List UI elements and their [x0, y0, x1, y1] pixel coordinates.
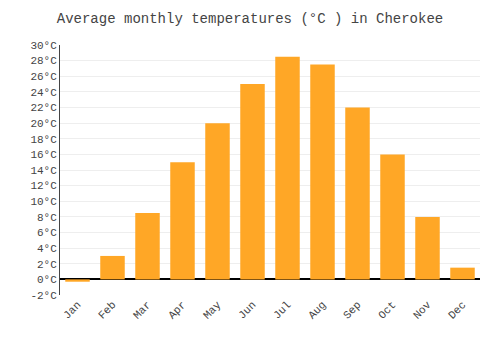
svg-text:22°C: 22°C	[30, 102, 57, 114]
svg-text:0°C: 0°C	[37, 274, 57, 286]
svg-text:Apr: Apr	[166, 299, 188, 321]
svg-text:28°C: 28°C	[30, 55, 57, 67]
svg-text:Oct: Oct	[376, 299, 398, 321]
svg-text:12°C: 12°C	[30, 180, 57, 192]
svg-text:16°C: 16°C	[30, 149, 57, 161]
svg-text:Sep: Sep	[341, 299, 363, 321]
svg-text:Jan: Jan	[61, 299, 83, 321]
svg-text:30°C: 30°C	[30, 40, 57, 52]
svg-text:18°C: 18°C	[30, 134, 57, 146]
svg-text:26°C: 26°C	[30, 71, 57, 83]
svg-text:May: May	[201, 299, 224, 322]
svg-text:10°C: 10°C	[30, 196, 57, 208]
svg-text:Average monthly temperatures (: Average monthly temperatures (°C ) in Ch…	[57, 11, 443, 27]
svg-text:14°C: 14°C	[30, 165, 57, 177]
svg-text:4°C: 4°C	[37, 243, 57, 255]
svg-text:6°C: 6°C	[37, 227, 57, 239]
svg-text:Feb: Feb	[96, 299, 118, 321]
svg-text:Aug: Aug	[306, 299, 328, 321]
svg-text:-2°C: -2°C	[30, 290, 57, 302]
svg-text:Jun: Jun	[236, 299, 258, 321]
svg-text:Jul: Jul	[271, 299, 293, 321]
svg-text:20°C: 20°C	[30, 118, 57, 130]
svg-text:Mar: Mar	[131, 299, 153, 321]
svg-text:24°C: 24°C	[30, 87, 57, 99]
svg-text:2°C: 2°C	[37, 259, 57, 271]
svg-text:8°C: 8°C	[37, 212, 57, 224]
svg-text:Nov: Nov	[411, 299, 434, 322]
svg-text:Dec: Dec	[446, 299, 468, 321]
